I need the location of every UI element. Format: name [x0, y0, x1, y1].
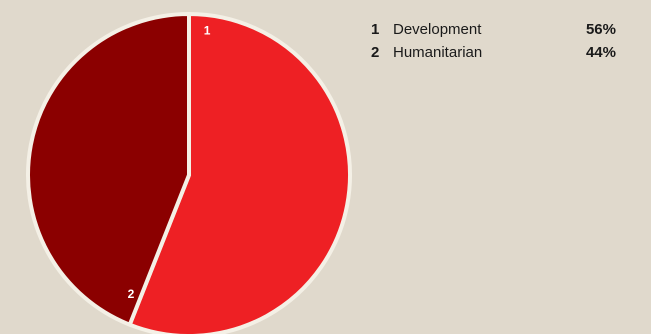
legend: 1 Development 56% 2 Humanitarian 44% — [362, 21, 624, 67]
legend-number: 2 — [371, 44, 380, 61]
legend-value: 56% — [585, 21, 616, 38]
legend-label: Development — [393, 21, 482, 38]
pie-slices — [26, 12, 352, 334]
legend-item-2: 2 Humanitarian 44% — [362, 44, 624, 67]
slice-label-2: 2 — [128, 287, 135, 301]
legend-item-1: 1 Development 56% — [362, 21, 624, 44]
legend-number: 1 — [371, 21, 380, 38]
pie-slice-labels: 12 — [128, 23, 211, 301]
legend-label: Humanitarian — [393, 44, 483, 61]
legend-value: 44% — [585, 44, 616, 61]
pie-slice-2 — [26, 12, 191, 327]
slice-label-1: 1 — [204, 23, 211, 37]
pie-slice-1 — [127, 12, 352, 334]
